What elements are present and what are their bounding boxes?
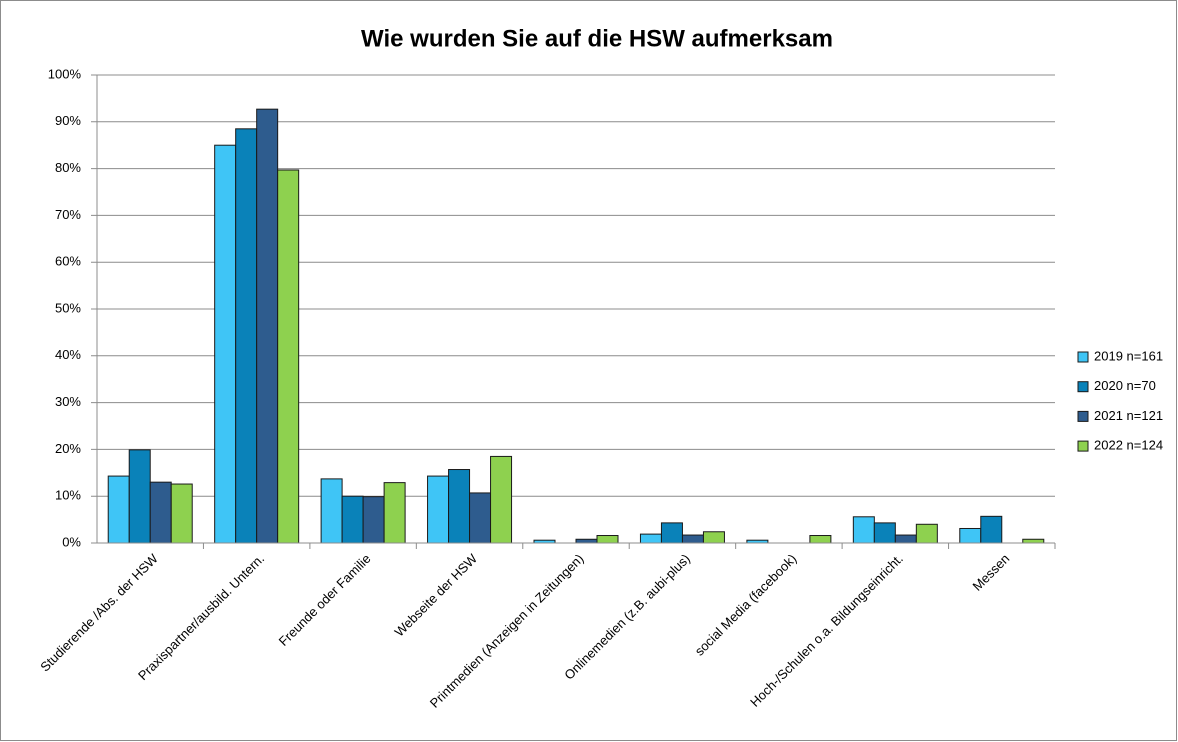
bar <box>702 531 725 544</box>
y-tick-label: 20% <box>55 441 81 456</box>
bar <box>873 522 896 544</box>
bar <box>320 478 343 544</box>
bar <box>596 535 619 544</box>
bar <box>894 534 917 544</box>
y-tick-label: 60% <box>55 254 81 269</box>
bar <box>809 535 832 544</box>
y-tick-label: 80% <box>55 160 81 175</box>
bar <box>256 108 279 544</box>
bar <box>852 516 875 544</box>
legend-swatch <box>1077 351 1089 363</box>
bar <box>341 495 364 544</box>
y-tick-label: 0% <box>62 534 81 549</box>
y-tick-label: 40% <box>55 347 81 362</box>
y-tick-label: 30% <box>55 394 81 409</box>
bar <box>362 496 385 544</box>
y-tick-label: 50% <box>55 300 81 315</box>
legend-label: 2021 n=121 <box>1094 408 1163 423</box>
bar <box>980 515 1003 544</box>
legend-swatch <box>1077 381 1089 393</box>
bar <box>1022 538 1045 544</box>
bar <box>681 534 704 544</box>
bar <box>383 482 406 544</box>
y-tick-label: 90% <box>55 113 81 128</box>
bar <box>915 523 938 544</box>
legend-label: 2019 n=161 <box>1094 348 1163 363</box>
bar <box>277 169 300 544</box>
y-tick-label: 100% <box>48 66 82 81</box>
y-tick-label: 10% <box>55 488 81 503</box>
bar <box>170 483 193 544</box>
bar <box>214 144 237 544</box>
bar <box>427 475 450 544</box>
legend-swatch <box>1077 410 1089 422</box>
bar <box>235 128 258 544</box>
bar <box>149 481 172 544</box>
bar <box>639 533 662 544</box>
bar <box>575 538 598 544</box>
bar <box>448 469 471 544</box>
bar <box>660 522 683 544</box>
legend-label: 2022 n=124 <box>1094 438 1163 453</box>
legend-label: 2020 n=70 <box>1094 378 1156 393</box>
bar <box>490 455 513 544</box>
chart-title: Wie wurden Sie auf die HSW aufmerksam <box>361 25 833 52</box>
bar <box>107 475 130 544</box>
bar <box>959 527 982 544</box>
legend-swatch <box>1077 440 1089 452</box>
y-tick-label: 70% <box>55 207 81 222</box>
bar <box>469 492 492 544</box>
bar <box>128 449 151 544</box>
